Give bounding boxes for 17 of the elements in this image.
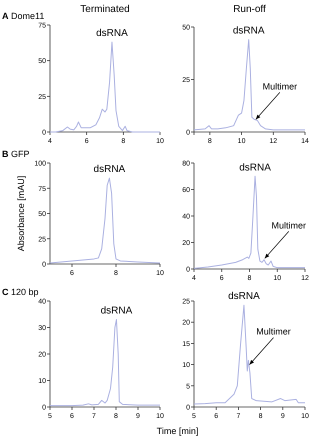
annotation: dsRNA — [239, 162, 272, 174]
chart-title: Run-off — [233, 4, 266, 15]
annotation: dsRNA — [100, 306, 133, 317]
annotation: dsRNA — [228, 291, 260, 302]
chart-subtitle: A Dome11 — [2, 11, 44, 21]
annotation: Multimer — [256, 326, 291, 337]
line-series — [194, 304, 306, 405]
annotation: dsRNA — [232, 26, 265, 37]
chart-subtitle: B GFP — [2, 149, 30, 159]
y-axis-title: Absorbance [mAU] — [16, 176, 26, 252]
annotation: dsRNA — [94, 164, 126, 176]
annotation: Multimer — [262, 81, 298, 92]
chart-title: Terminated — [80, 4, 130, 15]
chart-subtitle: C 120 bp — [2, 287, 39, 297]
annotation: Multimer — [272, 220, 306, 230]
x-axis-title: Time [min] — [156, 426, 198, 436]
annotation: dsRNA — [96, 28, 128, 40]
